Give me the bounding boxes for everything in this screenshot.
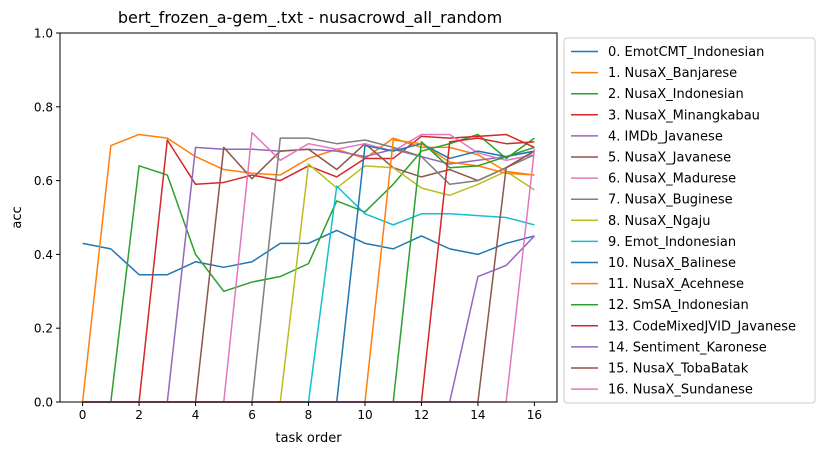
x-tick-label: 12: [414, 408, 429, 422]
legend-label: 12. SmSA_Indonesian: [608, 298, 749, 313]
y-tick-label: 0.0: [34, 396, 53, 410]
plot-area: [59, 32, 558, 403]
legend-label: 0. EmotCMT_Indonesian: [608, 45, 764, 60]
series-line-2: [82, 133, 535, 403]
plot-frame: [59, 32, 558, 403]
x-axis-label: task order: [275, 431, 342, 446]
legend-items: 0. EmotCMT_Indonesian 1. NusaX_Banjarese 2…: [571, 45, 796, 398]
legend-label: 5. NusaX_Javanese: [608, 151, 731, 166]
legend-label: 6. NusaX_Madurese: [608, 172, 736, 187]
legend-label: 16. NusaX_Sundanese: [608, 383, 753, 398]
chart-title: bert_frozen_a-gem_.txt - nusacrowd_all_r…: [118, 8, 502, 28]
series-line-14: [82, 235, 535, 403]
x-tick-label: 8: [305, 408, 313, 422]
x-tick-label: 4: [192, 408, 200, 422]
legend-label: 10. NusaX_Balinese: [608, 256, 736, 271]
series-line-0: [82, 229, 535, 276]
y-tick-label: 0.2: [34, 322, 53, 336]
legend-label: 1. NusaX_Banjarese: [608, 66, 737, 81]
x-tick-label: 2: [135, 408, 143, 422]
legend-box: [563, 37, 816, 404]
series-line-1: [81, 133, 535, 403]
legend-label: 8. NusaX_Ngaju: [608, 214, 710, 229]
x-tick-label: 10: [357, 408, 372, 422]
series-line-16: [82, 149, 536, 403]
y-tick-label: 0.8: [34, 100, 53, 114]
legend-label: 11. NusaX_Acehnese: [608, 277, 744, 292]
x-tick-label: 14: [470, 408, 485, 422]
legend-label: 2. NusaX_Indonesian: [608, 87, 744, 102]
y-tick-label: 0.6: [34, 174, 53, 188]
y-axis-label: acc: [10, 206, 25, 228]
legend-label: 13. CodeMixedJVID_Javanese: [608, 319, 796, 334]
series-line-6: [82, 131, 535, 403]
series-line-11: [82, 139, 535, 403]
series-line-7: [82, 137, 535, 403]
y-tick-label: 1.0: [34, 27, 53, 41]
series-line-8: [82, 163, 535, 403]
series-line-12: [82, 141, 535, 403]
x-axis: 0 2 4 6 8 10 12 14 16: [79, 402, 542, 422]
legend-label: 3. NusaX_Minangkabau: [608, 108, 760, 123]
x-tick-label: 16: [527, 408, 542, 422]
y-axis: 0.0 0.2 0.4 0.6 0.8 1.0: [34, 27, 60, 410]
series-line-13: [82, 137, 535, 403]
series-line-3: [82, 133, 535, 403]
legend-label: 9. Emot_Indonesian: [608, 235, 736, 250]
series-layer: [81, 131, 536, 403]
y-tick-label: 0.4: [34, 248, 53, 262]
legend-label: 14. Sentiment_Karonese: [608, 340, 767, 355]
x-tick-label: 6: [248, 408, 256, 422]
legend-label: 7. NusaX_Buginese: [608, 193, 733, 208]
legend: 0. EmotCMT_Indonesian 1. NusaX_Banjarese 2…: [563, 37, 816, 404]
x-tick-label: 0: [79, 408, 87, 422]
legend-label: 15. NusaX_TobaBatak: [608, 362, 749, 377]
legend-label: 4. IMDb_Javanese: [608, 129, 723, 144]
